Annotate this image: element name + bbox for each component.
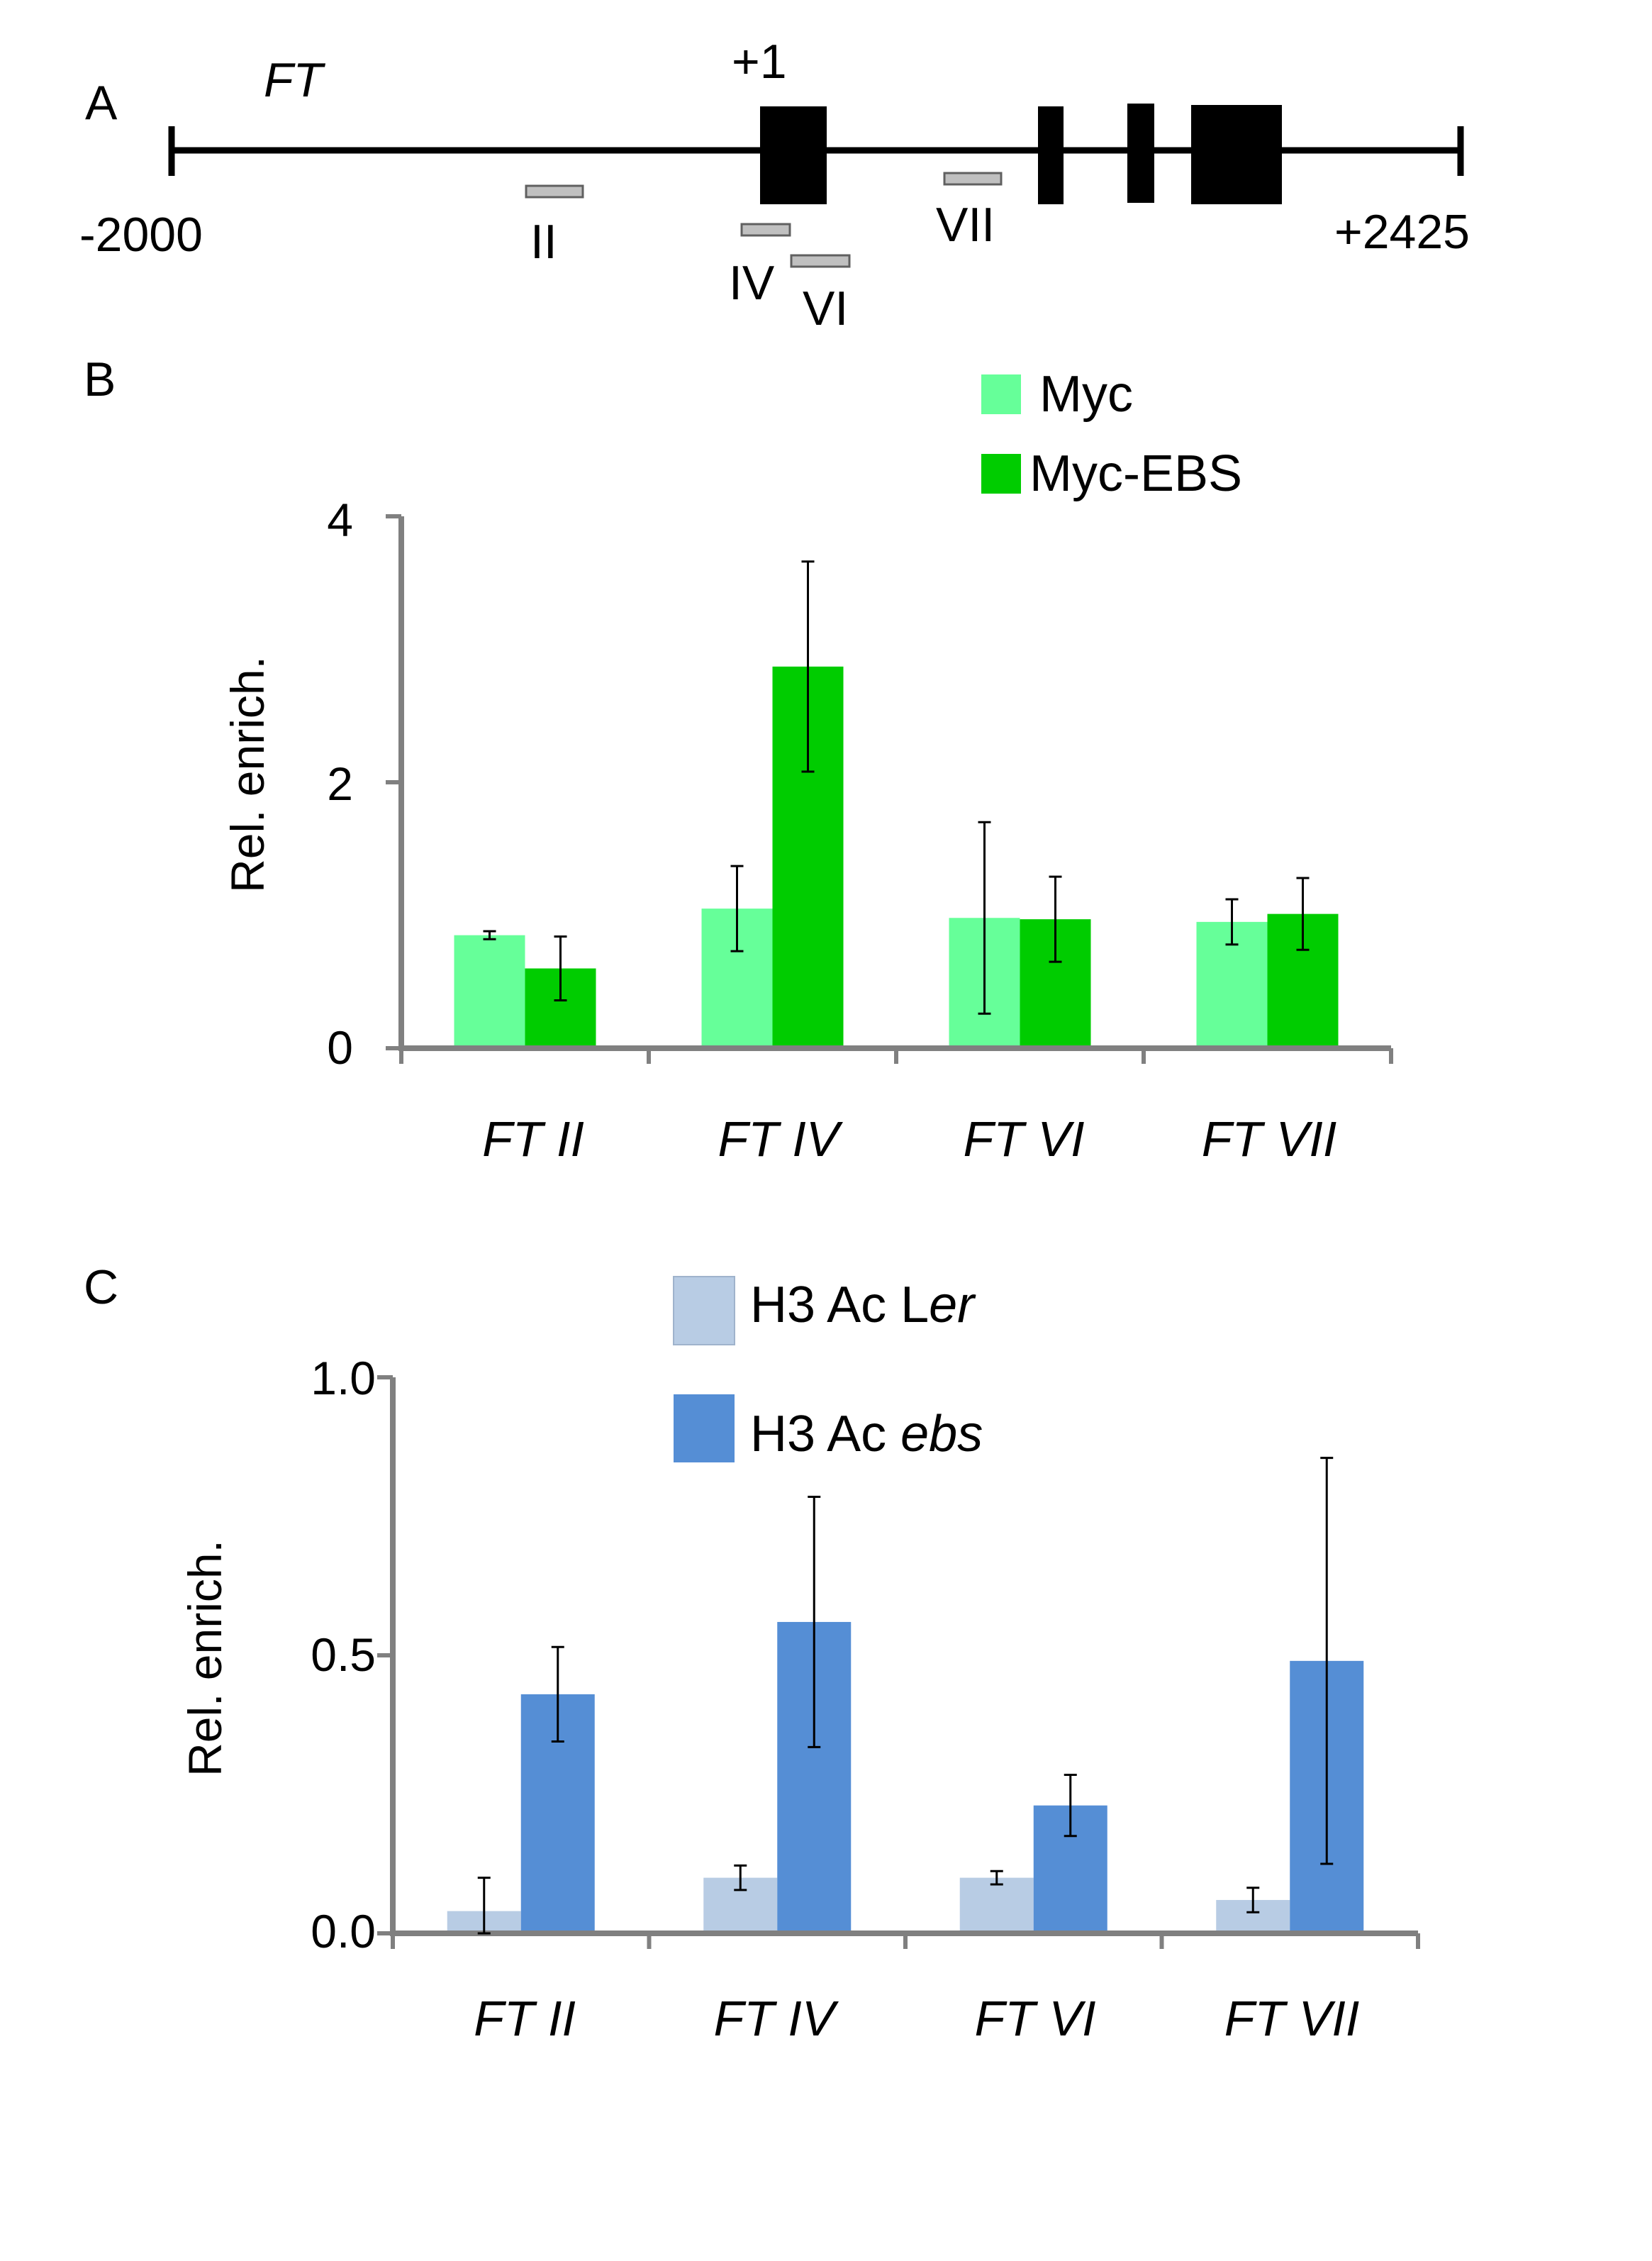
chart-b: B Rel. enrich. Myc Myc-EBS 0 2 4 FT II F… xyxy=(84,352,1393,1167)
chart-c-ytick-1-0: 1.0 xyxy=(311,1352,376,1404)
amplicon-iv xyxy=(740,223,791,237)
legend-label-myc-ebs: Myc-EBS xyxy=(1029,445,1242,502)
chart-b-ytick-0: 0 xyxy=(327,1021,353,1074)
chart-b-bar-ft-ii-myc xyxy=(454,935,525,1045)
exon-4 xyxy=(1191,105,1282,204)
chart-c-ytick-0-0: 0.0 xyxy=(311,1905,376,1957)
panel-c-letter: C xyxy=(84,1260,118,1314)
legend-label-myc: Myc xyxy=(1039,366,1133,423)
chart-c-xlabel-ft-vii: FT VII xyxy=(1224,1991,1360,2046)
chart-c-plot xyxy=(377,1375,1420,1949)
chart-b-legend: Myc Myc-EBS xyxy=(981,366,1242,502)
amplicon-iv-label: IV xyxy=(729,256,775,310)
amplicon-vi xyxy=(790,254,851,268)
legend-swatch-h3-ac-ler xyxy=(673,1276,735,1345)
exon-1 xyxy=(760,106,827,204)
chart-c-xlabel-ft-ii: FT II xyxy=(474,1991,576,2046)
start-coordinate-label: -2000 xyxy=(79,208,203,262)
amplicon-vi-label: VI xyxy=(803,282,848,335)
legend-label-h3-ac-ebs: H3 Ac ebs xyxy=(750,1406,983,1462)
amplicon-ii-label: II xyxy=(530,215,557,269)
chart-c-ytick-0-5: 0.5 xyxy=(311,1628,376,1681)
legend-swatch-h3-ac-ebs xyxy=(674,1394,735,1462)
chart-c-bar-ft-vi-h3-ac-ler xyxy=(959,1877,1034,1931)
end-coordinate-label: +2425 xyxy=(1334,205,1470,259)
amplicon-vii xyxy=(943,172,1003,186)
chart-c-xlabel-ft-vi: FT VI xyxy=(974,1991,1095,2046)
chart-b-xlabel-ft-ii: FT II xyxy=(482,1111,584,1167)
tss-label: +1 xyxy=(732,35,787,89)
legend-swatch-myc xyxy=(981,374,1021,414)
panel-b-letter: B xyxy=(84,352,116,406)
chart-b-xlabel-ft-vii: FT VII xyxy=(1202,1111,1337,1167)
chart-b-xlabel-ft-vi: FT VI xyxy=(963,1111,1084,1167)
exon-3 xyxy=(1127,104,1154,203)
chart-b-plot xyxy=(386,514,1393,1064)
chart-c: C Rel. enrich. H3 Ac Ler H3 Ac ebs 0.0 0… xyxy=(84,1260,1420,2046)
amplicon-vii-label: VII xyxy=(936,198,995,252)
chart-b-ytick-2: 2 xyxy=(327,757,353,810)
chart-b-ylabel: Rel. enrich. xyxy=(221,656,274,893)
amplicon-ii xyxy=(525,184,584,199)
gene-diagram: A FT +1 -2000 +2425 II IV VI VII xyxy=(79,35,1470,335)
chart-c-xlabel-ft-iv: FT IV xyxy=(713,1991,839,2046)
chart-b-ytick-4: 4 xyxy=(327,494,353,546)
chart-c-ylabel: Rel. enrich. xyxy=(179,1540,231,1777)
gene-name: FT xyxy=(264,53,326,107)
chart-c-legend: H3 Ac Ler H3 Ac ebs xyxy=(673,1276,983,1462)
chart-b-xlabel-ft-iv: FT IV xyxy=(718,1111,843,1167)
legend-label-h3-ac-ler: H3 Ac Ler xyxy=(750,1277,976,1333)
exon-2 xyxy=(1038,106,1064,204)
panel-a-letter: A xyxy=(85,76,118,130)
legend-swatch-myc-ebs xyxy=(981,454,1021,494)
